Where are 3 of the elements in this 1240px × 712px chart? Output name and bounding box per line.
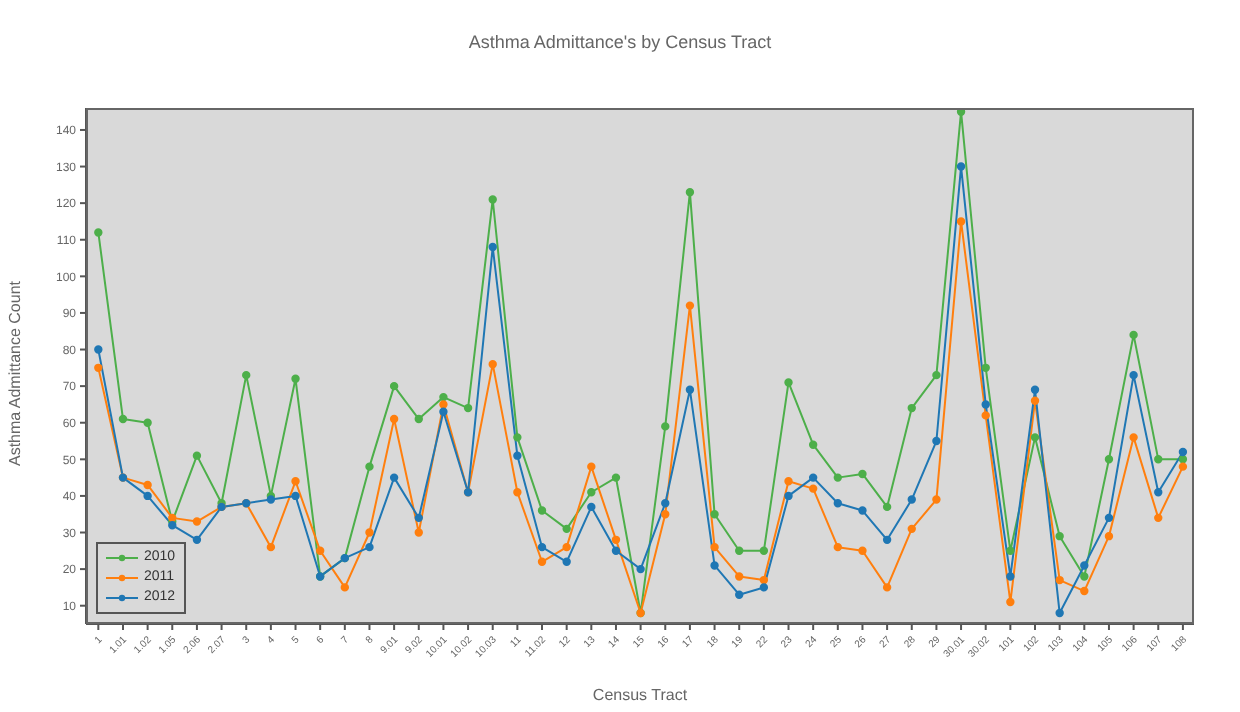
chart-title: Asthma Admittance's by Census Tract bbox=[466, 32, 774, 52]
y-axis-title: Asthma Admittance Count bbox=[5, 279, 24, 466]
x-axis-title: Census Tract bbox=[592, 686, 689, 704]
